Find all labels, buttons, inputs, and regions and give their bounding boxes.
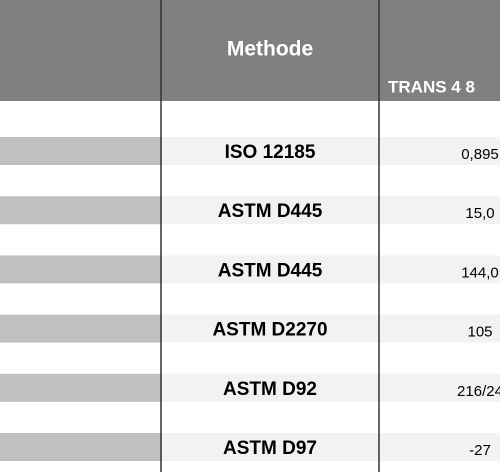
row-cell [161, 433, 500, 461]
row-label-cell [0, 373, 161, 402]
row-label-cell [0, 314, 161, 343]
method: ASTM D2270 [212, 320, 327, 341]
method: ASTM D92 [223, 379, 317, 400]
value: 144,0 [461, 264, 499, 281]
row-label-cell [0, 255, 161, 284]
product-header: TRANS 4 8 [388, 77, 475, 96]
method: ASTM D445 [218, 260, 323, 281]
header-row [0, 0, 500, 101]
rows: ISO 12185 0,895 ASTM D445 15,0 ASTM D445 144,… [0, 137, 500, 461]
value: 216/24 [457, 383, 500, 400]
row-cell [161, 314, 500, 343]
value: 0,895 [461, 146, 499, 163]
value: 105 [467, 324, 492, 341]
row-cell [161, 196, 500, 225]
value: -27 [469, 442, 491, 459]
method: ASTM D97 [223, 438, 317, 459]
row-label-cell [0, 137, 161, 165]
method: ASTM D445 [218, 201, 323, 222]
row-cell [161, 373, 500, 402]
method: ISO 12185 [225, 142, 316, 163]
row-label-cell [0, 196, 161, 225]
value: 15,0 [465, 205, 494, 222]
row-cell [161, 137, 500, 165]
method-header: Methode [227, 38, 313, 61]
row-cell [161, 255, 500, 284]
row-label-cell [0, 433, 161, 461]
